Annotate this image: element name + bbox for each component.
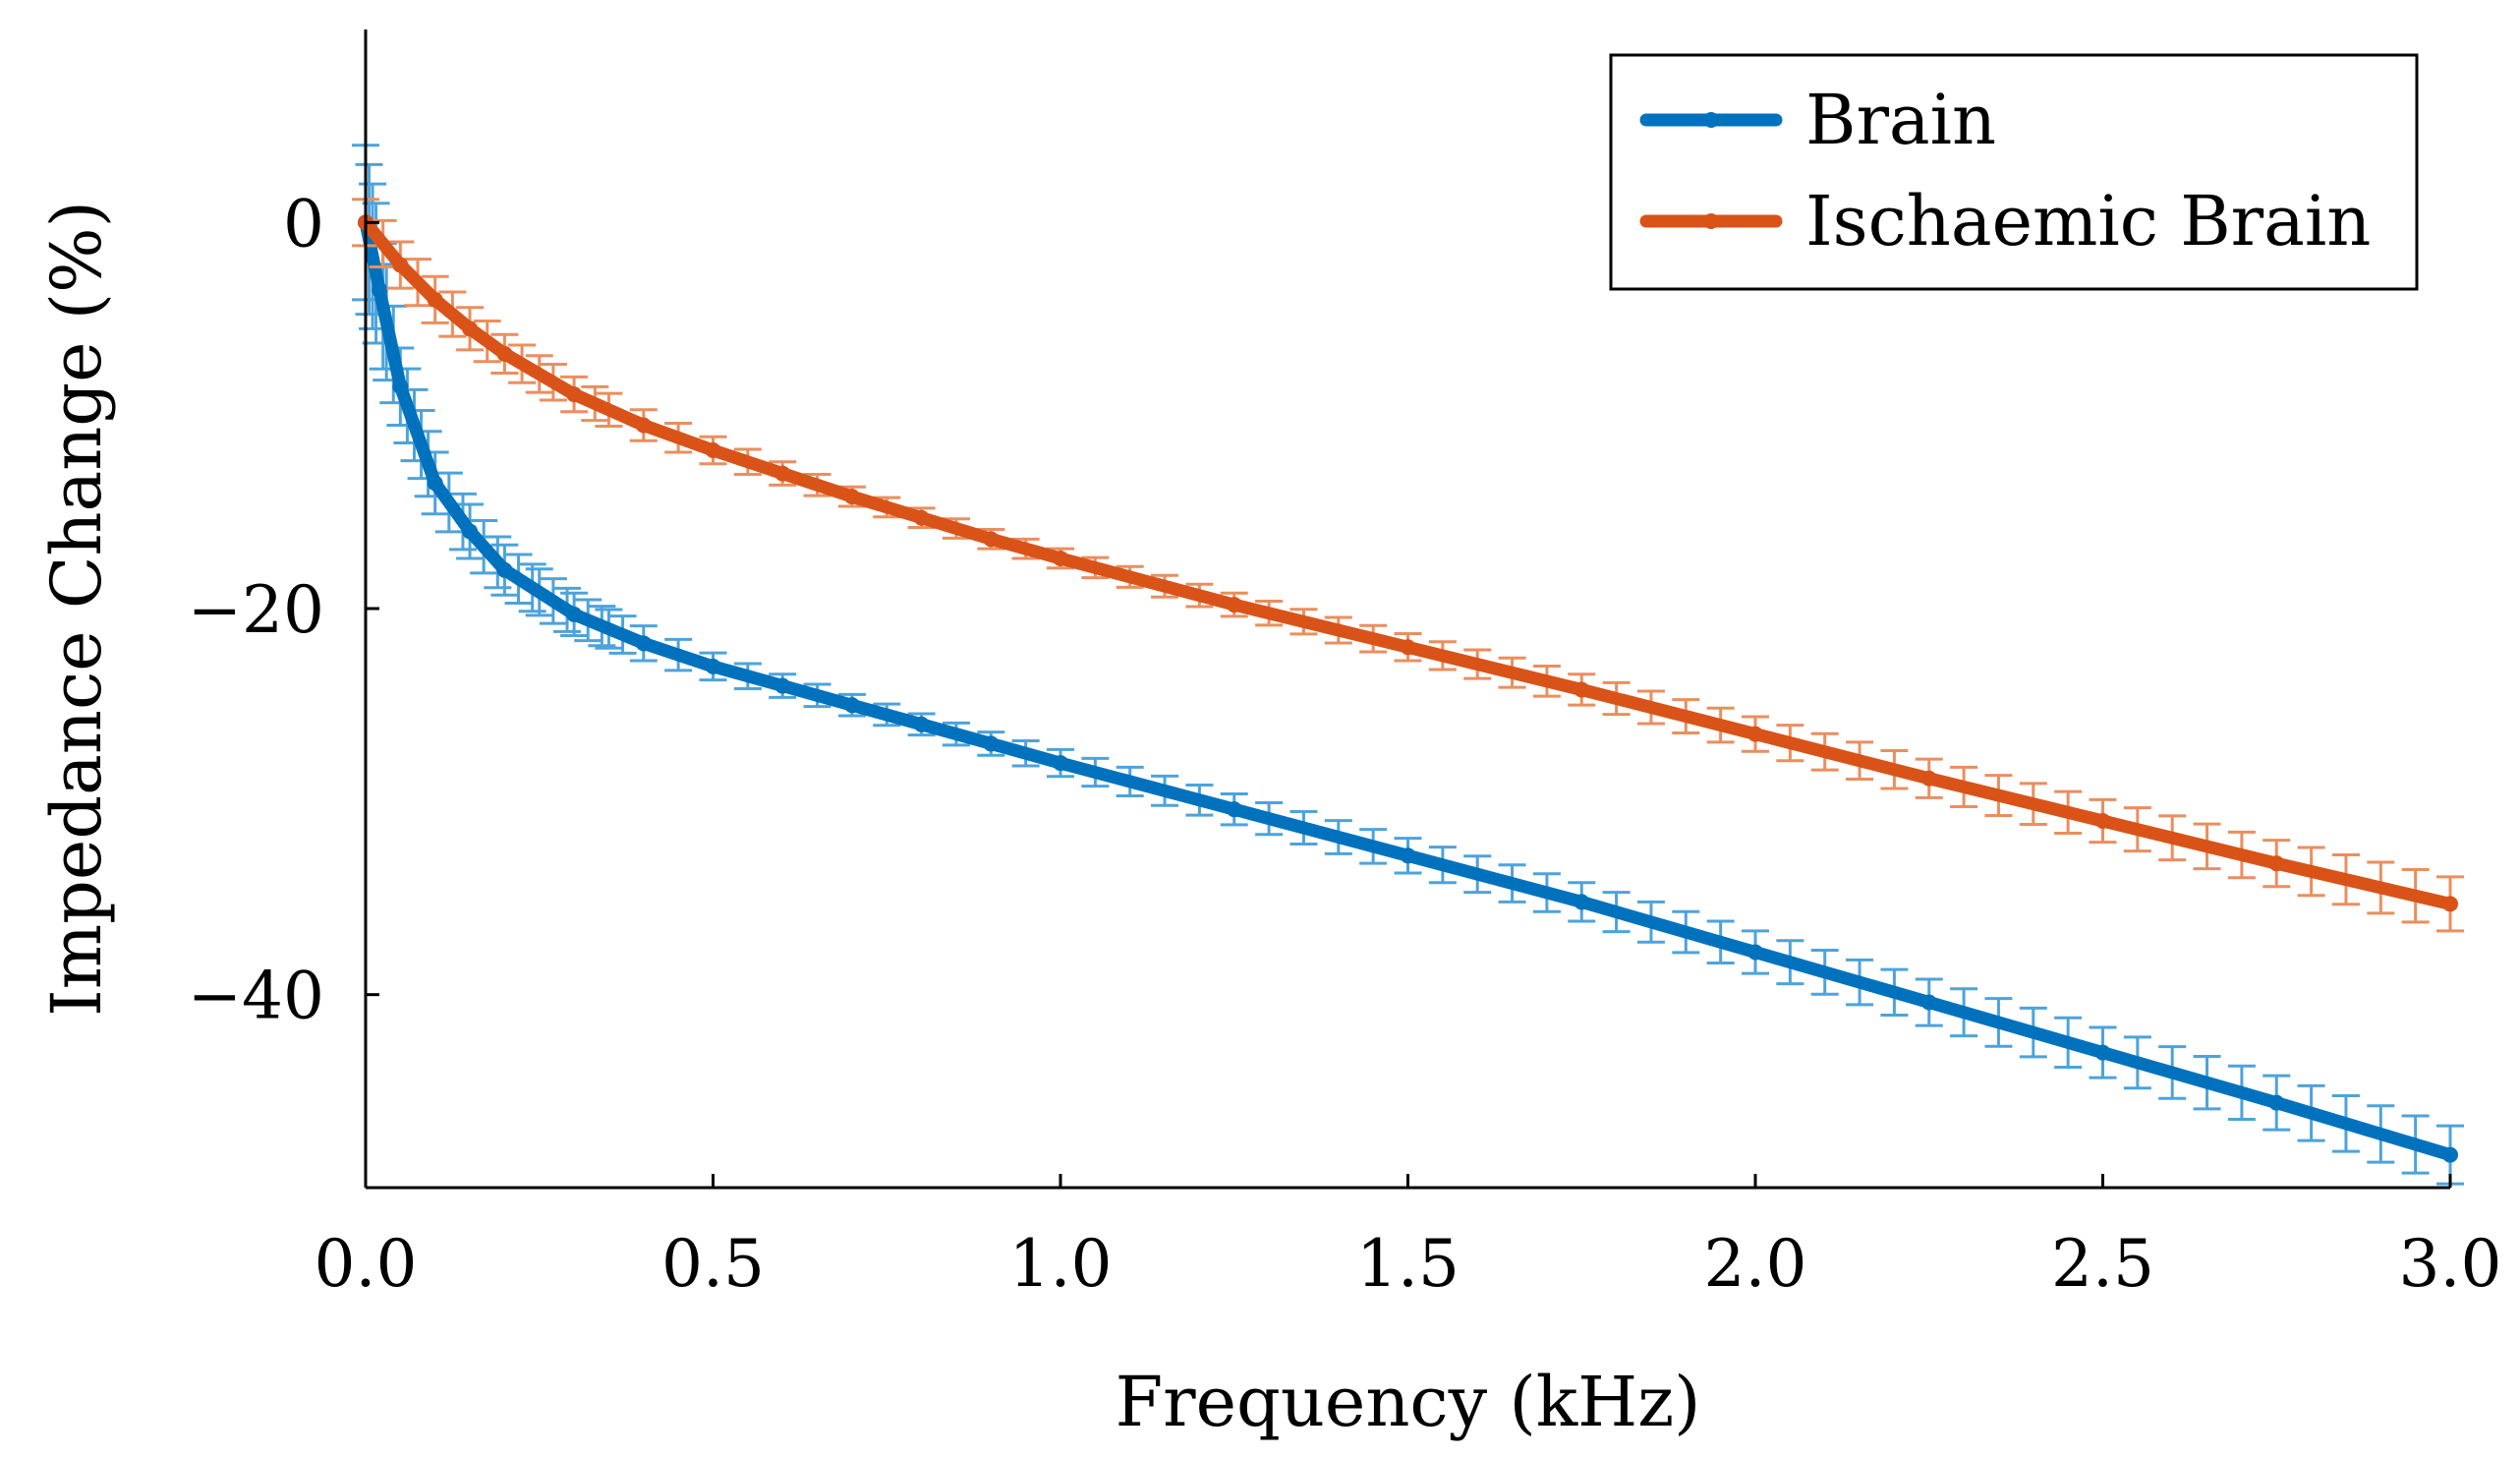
y-tick-label: −20 [188,572,324,648]
data-point [2442,1146,2458,1163]
axes: 0.0 0.5 1.0 1.5 2.0 2.5 3.0 0 −20 −40 [188,29,2502,1302]
data-point [392,257,409,273]
data-point [1226,801,1242,818]
series-line [359,215,2457,910]
data-point [1920,770,1937,787]
data-point [1920,994,1937,1011]
data-point [496,561,513,578]
x-tick-label: 0.0 [315,1226,418,1302]
x-tick-label: 2.5 [2051,1226,2154,1302]
data-point [566,606,583,622]
data-point [462,523,479,540]
data-point [462,321,479,337]
legend: Brain Ischaemic Brain [1609,53,2419,291]
legend-marker [1703,213,1719,229]
series-layer [352,144,2464,1186]
data-point [392,379,409,395]
data-point [427,291,443,308]
error-bars [352,144,2464,1186]
data-point [2442,896,2458,912]
data-point [774,677,791,694]
data-point [496,345,513,362]
data-point [372,282,388,299]
data-point [1226,597,1242,613]
data-point [705,442,721,459]
data-point [1053,755,1068,772]
data-point [1400,847,1416,864]
data-point [774,465,791,482]
data-point [843,697,860,714]
data-point [2094,1044,2111,1061]
data-point [427,475,443,492]
data-point [1747,944,1763,961]
x-tick-label: 2.0 [1704,1226,1807,1302]
y-ticks: 0 −20 −40 [188,186,379,1034]
x-axis-label: Frequency (kHz) [1116,1362,1701,1442]
data-point [1400,639,1416,656]
data-point [2268,855,2285,872]
error-bars [352,198,2464,933]
x-ticks: 0.0 0.5 1.0 1.5 2.0 2.5 3.0 [315,1174,2502,1302]
series-line [359,215,2457,1162]
y-axis-label: Impedance Change (%) [36,201,117,1017]
series-ischaemic-brain [352,198,2464,933]
legend-label: Brain [1805,80,1996,160]
y-tick-label: −40 [188,959,324,1034]
data-point [983,531,1000,548]
data-point [983,735,1000,752]
data-point [1747,726,1763,742]
data-point [1574,894,1590,910]
legend-label: Ischaemic Brain [1805,181,2371,262]
data-point [566,386,583,403]
data-point [1574,681,1590,698]
legend-item: Ischaemic Brain [1639,181,2371,262]
data-point [2094,812,2111,829]
data-point [843,489,860,505]
x-tick-label: 0.5 [661,1226,765,1302]
y-tick-label: 0 [283,186,324,262]
data-point [913,509,930,526]
legend-box [1609,53,2419,291]
legend-marker [1703,112,1719,128]
data-point [635,635,652,652]
data-point [705,658,721,674]
data-point [1053,550,1068,566]
legend-item: Brain [1639,80,1996,160]
x-tick-label: 3.0 [2399,1226,2502,1302]
series-brain [352,144,2464,1186]
data-point [913,716,930,732]
data-point [2268,1094,2285,1111]
x-tick-label: 1.0 [1009,1226,1113,1302]
data-point [635,417,652,434]
x-tick-label: 1.5 [1356,1226,1460,1302]
